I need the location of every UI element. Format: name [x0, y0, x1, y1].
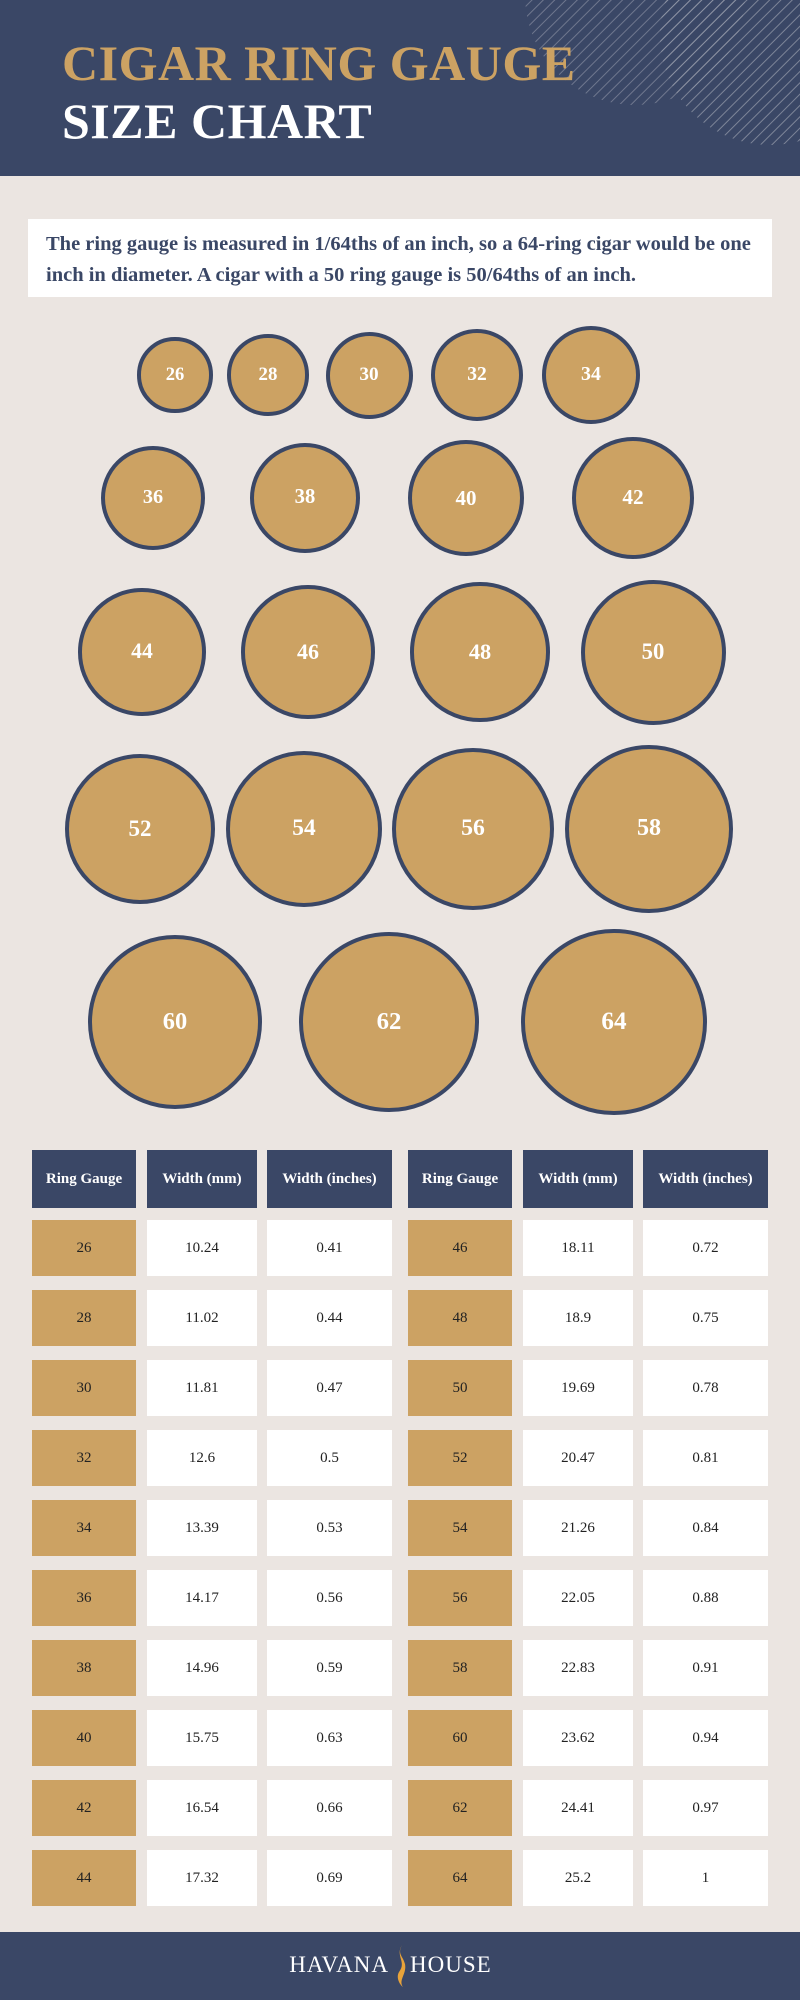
gauge-cell: 38: [32, 1640, 136, 1696]
value-cell: 0.47: [267, 1360, 392, 1416]
value-cell: 13.39: [147, 1500, 257, 1556]
ring: 50: [580, 579, 726, 725]
ring: 56: [391, 747, 555, 911]
gauge-cell: 56: [408, 1570, 512, 1626]
column-header: Width (inches): [643, 1150, 768, 1208]
gauge-cell: 50: [408, 1360, 512, 1416]
ring: 42: [572, 437, 694, 559]
value-cell: 16.54: [147, 1780, 257, 1836]
value-cell: 14.96: [147, 1640, 257, 1696]
gauge-cell: 32: [32, 1430, 136, 1486]
column-header: Ring Gauge: [408, 1150, 512, 1208]
ring: 32: [430, 328, 524, 422]
column-header: Width (inches): [267, 1150, 392, 1208]
value-cell: 14.17: [147, 1570, 257, 1626]
gauge-cell: 52: [408, 1430, 512, 1486]
gauge-cell: 26: [32, 1220, 136, 1276]
ring: 64: [521, 929, 707, 1115]
value-cell: 24.41: [523, 1780, 633, 1836]
value-cell: 11.02: [147, 1290, 257, 1346]
intro-text: The ring gauge is measured in 1/64ths of…: [28, 219, 772, 297]
value-cell: 0.59: [267, 1640, 392, 1696]
ring: 30: [325, 331, 413, 419]
value-cell: 18.11: [523, 1220, 633, 1276]
value-cell: 0.63: [267, 1710, 392, 1766]
value-cell: 0.72: [643, 1220, 768, 1276]
header-decoration: [525, 0, 800, 145]
column-header: Width (mm): [523, 1150, 633, 1208]
ring: 62: [299, 932, 479, 1112]
gauge-cell: 34: [32, 1500, 136, 1556]
ring: 28: [227, 334, 309, 416]
value-cell: 0.94: [643, 1710, 768, 1766]
gauge-cell: 62: [408, 1780, 512, 1836]
value-cell: 11.81: [147, 1360, 257, 1416]
value-cell: 0.69: [267, 1850, 392, 1906]
value-cell: 17.32: [147, 1850, 257, 1906]
ring: 46: [241, 585, 375, 719]
value-cell: 0.81: [643, 1430, 768, 1486]
value-cell: 23.62: [523, 1710, 633, 1766]
brand: HAVANA: [289, 1952, 389, 1977]
gauge-cell: 40: [32, 1710, 136, 1766]
gauge-cell: 44: [32, 1850, 136, 1906]
value-cell: 21.26: [523, 1500, 633, 1556]
value-cell: 22.83: [523, 1640, 633, 1696]
gauge-cell: 58: [408, 1640, 512, 1696]
value-cell: 25.2: [523, 1850, 633, 1906]
ring: 36: [100, 445, 206, 551]
gauge-cell: 48: [408, 1290, 512, 1346]
value-cell: 1: [643, 1850, 768, 1906]
ring: 54: [225, 750, 383, 908]
value-cell: 0.78: [643, 1360, 768, 1416]
gauge-cell: 54: [408, 1500, 512, 1556]
ring: 26: [137, 337, 213, 413]
value-cell: 0.56: [267, 1570, 392, 1626]
value-cell: 0.66: [267, 1780, 392, 1836]
ring: 58: [564, 744, 734, 914]
title: CIGAR RING GAUGE: [62, 35, 576, 91]
ring: 34: [541, 325, 641, 425]
gauge-cell: 30: [32, 1360, 136, 1416]
title: SIZE CHART: [62, 93, 373, 149]
value-cell: 0.97: [643, 1780, 768, 1836]
value-cell: 20.47: [523, 1430, 633, 1486]
value-cell: 0.88: [643, 1570, 768, 1626]
gauge-cell: 64: [408, 1850, 512, 1906]
ring: 48: [410, 582, 550, 722]
column-header: Ring Gauge: [32, 1150, 136, 1208]
value-cell: 22.05: [523, 1570, 633, 1626]
gauge-cell: 28: [32, 1290, 136, 1346]
value-cell: 0.84: [643, 1500, 768, 1556]
column-header: Width (mm): [147, 1150, 257, 1208]
ring: 44: [78, 588, 206, 716]
value-cell: 12.6: [147, 1430, 257, 1486]
gauge-cell: 42: [32, 1780, 136, 1836]
ring: 60: [88, 935, 262, 1109]
value-cell: 0.5: [267, 1430, 392, 1486]
header: CIGAR RING GAUGE SIZE CHART: [0, 0, 800, 176]
ring: 40: [408, 440, 524, 556]
value-cell: 19.69: [523, 1360, 633, 1416]
value-cell: 0.91: [643, 1640, 768, 1696]
gauge-cell: 46: [408, 1220, 512, 1276]
value-cell: 0.41: [267, 1220, 392, 1276]
value-cell: 15.75: [147, 1710, 257, 1766]
ring: 38: [249, 442, 361, 554]
value-cell: 18.9: [523, 1290, 633, 1346]
flame-icon: [397, 1945, 406, 1987]
value-cell: 10.24: [147, 1220, 257, 1276]
gauge-cell: 36: [32, 1570, 136, 1626]
value-cell: 0.75: [643, 1290, 768, 1346]
value-cell: 0.44: [267, 1290, 392, 1346]
ring: 52: [64, 753, 216, 905]
footer: HAVANA HOUSE: [0, 1932, 800, 2000]
value-cell: 0.53: [267, 1500, 392, 1556]
brand: HOUSE: [410, 1952, 492, 1977]
gauge-cell: 60: [408, 1710, 512, 1766]
